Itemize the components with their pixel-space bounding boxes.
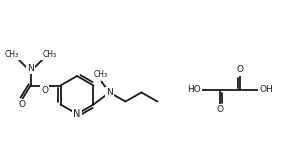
Text: N: N — [106, 88, 113, 97]
Text: CH₃: CH₃ — [93, 70, 108, 79]
Text: HO: HO — [187, 86, 201, 95]
Text: O: O — [18, 100, 25, 109]
Text: OH: OH — [259, 86, 273, 95]
Text: N: N — [27, 64, 34, 73]
Text: O: O — [237, 65, 243, 75]
Text: N: N — [73, 109, 81, 119]
Text: CH₃: CH₃ — [4, 50, 19, 59]
Text: CH₃: CH₃ — [42, 50, 57, 59]
Text: O: O — [216, 106, 223, 114]
Text: O: O — [41, 86, 48, 95]
